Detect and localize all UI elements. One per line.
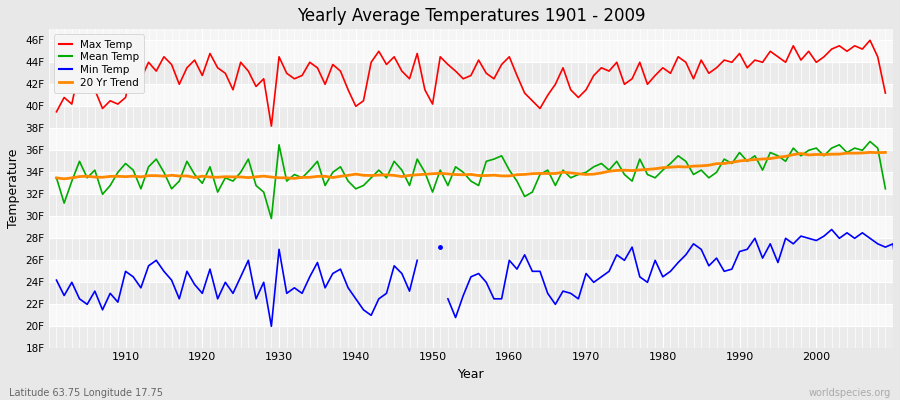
Bar: [49, 260, 893, 282]
Text: Latitude 63.75 Longitude 17.75: Latitude 63.75 Longitude 17.75: [9, 388, 163, 398]
Bar: [49, 238, 893, 260]
Bar: [49, 216, 893, 238]
Bar: [49, 304, 893, 326]
Bar: [49, 172, 893, 194]
Bar: [49, 150, 893, 172]
Bar: [49, 194, 893, 216]
X-axis label: Year: Year: [457, 368, 484, 381]
Bar: [49, 282, 893, 304]
Bar: [49, 62, 893, 84]
Text: worldspecies.org: worldspecies.org: [809, 388, 891, 398]
Bar: [49, 106, 893, 128]
Bar: [49, 128, 893, 150]
Bar: [49, 84, 893, 106]
Bar: [49, 40, 893, 62]
Legend: Max Temp, Mean Temp, Min Temp, 20 Yr Trend: Max Temp, Mean Temp, Min Temp, 20 Yr Tre…: [54, 34, 144, 93]
Y-axis label: Temperature: Temperature: [7, 149, 20, 228]
Title: Yearly Average Temperatures 1901 - 2009: Yearly Average Temperatures 1901 - 2009: [297, 7, 645, 25]
Bar: [49, 326, 893, 348]
